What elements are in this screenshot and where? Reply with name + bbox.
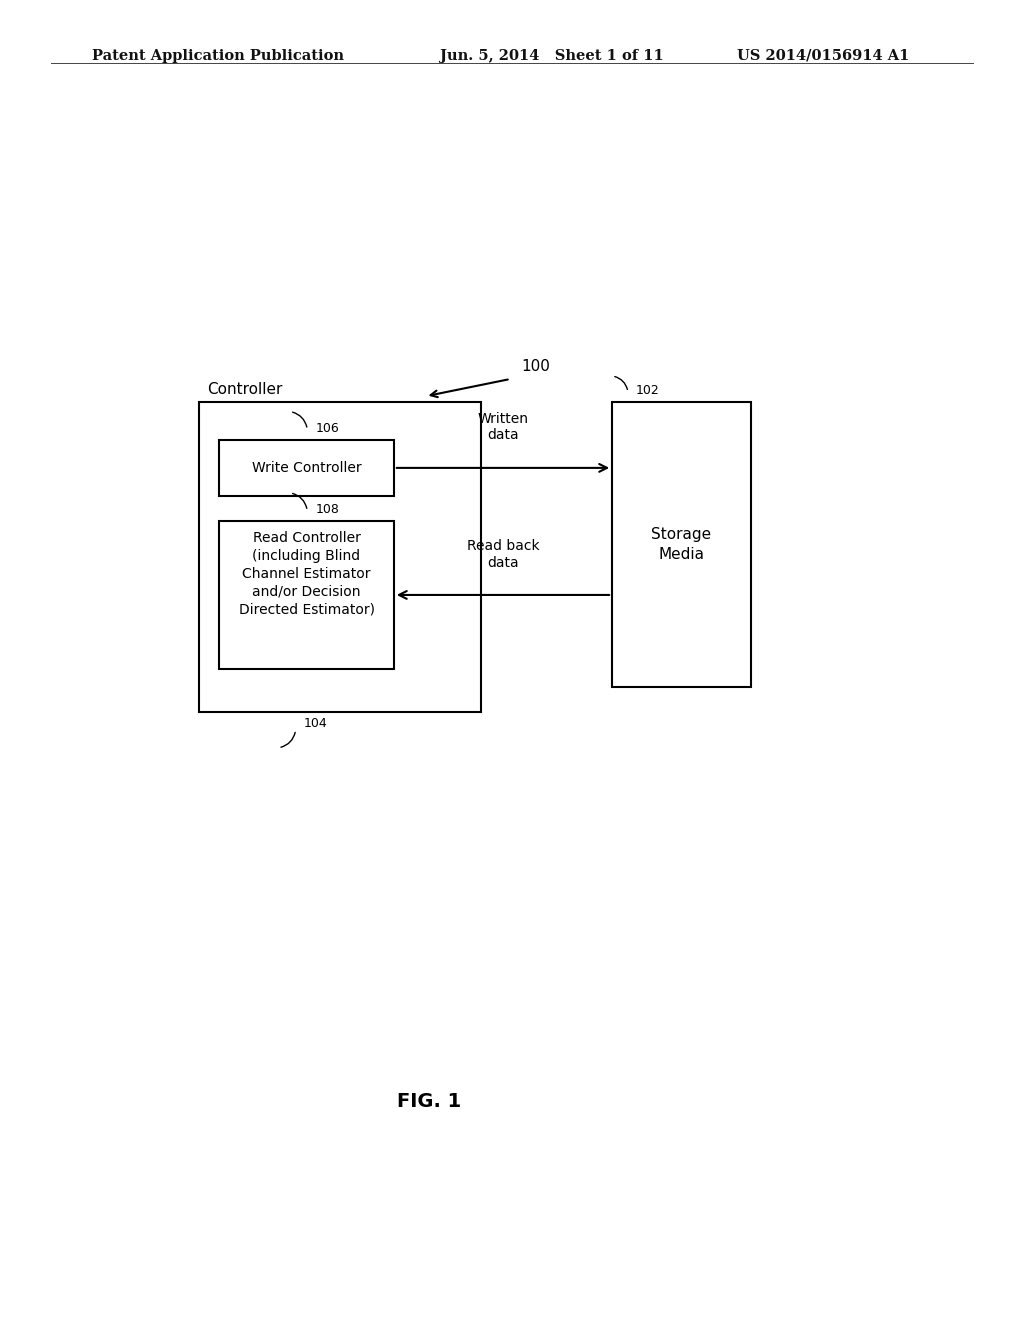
Text: 106: 106 (315, 422, 339, 434)
Bar (219, 440, 394, 496)
Text: FIG. 1: FIG. 1 (397, 1092, 462, 1111)
Text: 108: 108 (315, 503, 339, 516)
Bar (612, 403, 751, 686)
Text: Patent Application Publication: Patent Application Publication (92, 49, 344, 63)
Text: Controller: Controller (207, 383, 283, 397)
Text: Jun. 5, 2014   Sheet 1 of 11: Jun. 5, 2014 Sheet 1 of 11 (440, 49, 665, 63)
Text: Read back
data: Read back data (467, 540, 540, 569)
Text: US 2014/0156914 A1: US 2014/0156914 A1 (737, 49, 909, 63)
Bar (219, 521, 394, 669)
Text: 104: 104 (304, 718, 328, 730)
Text: Read Controller
(including Blind
Channel Estimator
and/or Decision
Directed Esti: Read Controller (including Blind Channel… (239, 532, 375, 616)
Bar (200, 403, 481, 713)
Text: Write Controller: Write Controller (252, 461, 361, 475)
Text: 100: 100 (521, 359, 550, 374)
Text: Written
data: Written data (477, 412, 528, 442)
Text: Storage
Media: Storage Media (651, 527, 712, 562)
Text: 102: 102 (636, 384, 659, 397)
